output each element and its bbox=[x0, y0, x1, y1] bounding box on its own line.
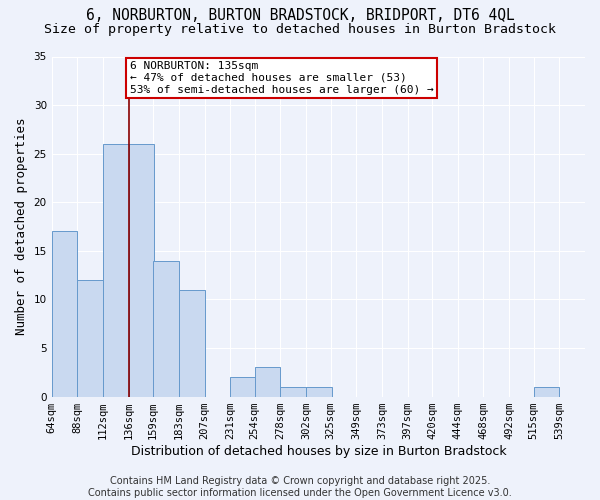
Text: 6, NORBURTON, BURTON BRADSTOCK, BRIDPORT, DT6 4QL: 6, NORBURTON, BURTON BRADSTOCK, BRIDPORT… bbox=[86, 8, 514, 22]
Bar bbox=[306, 387, 332, 396]
Text: Size of property relative to detached houses in Burton Bradstock: Size of property relative to detached ho… bbox=[44, 22, 556, 36]
X-axis label: Distribution of detached houses by size in Burton Bradstock: Distribution of detached houses by size … bbox=[131, 444, 506, 458]
Text: 6 NORBURTON: 135sqm
← 47% of detached houses are smaller (53)
53% of semi-detach: 6 NORBURTON: 135sqm ← 47% of detached ho… bbox=[130, 62, 433, 94]
Bar bbox=[280, 387, 306, 396]
Bar bbox=[153, 260, 179, 396]
Text: Contains HM Land Registry data © Crown copyright and database right 2025.
Contai: Contains HM Land Registry data © Crown c… bbox=[88, 476, 512, 498]
Bar bbox=[533, 387, 559, 396]
Bar bbox=[52, 232, 77, 396]
Bar bbox=[103, 144, 128, 397]
Y-axis label: Number of detached properties: Number of detached properties bbox=[15, 118, 28, 336]
Bar bbox=[179, 290, 205, 397]
Bar bbox=[255, 368, 280, 396]
Bar bbox=[77, 280, 103, 396]
Bar bbox=[128, 144, 154, 397]
Bar bbox=[230, 377, 256, 396]
